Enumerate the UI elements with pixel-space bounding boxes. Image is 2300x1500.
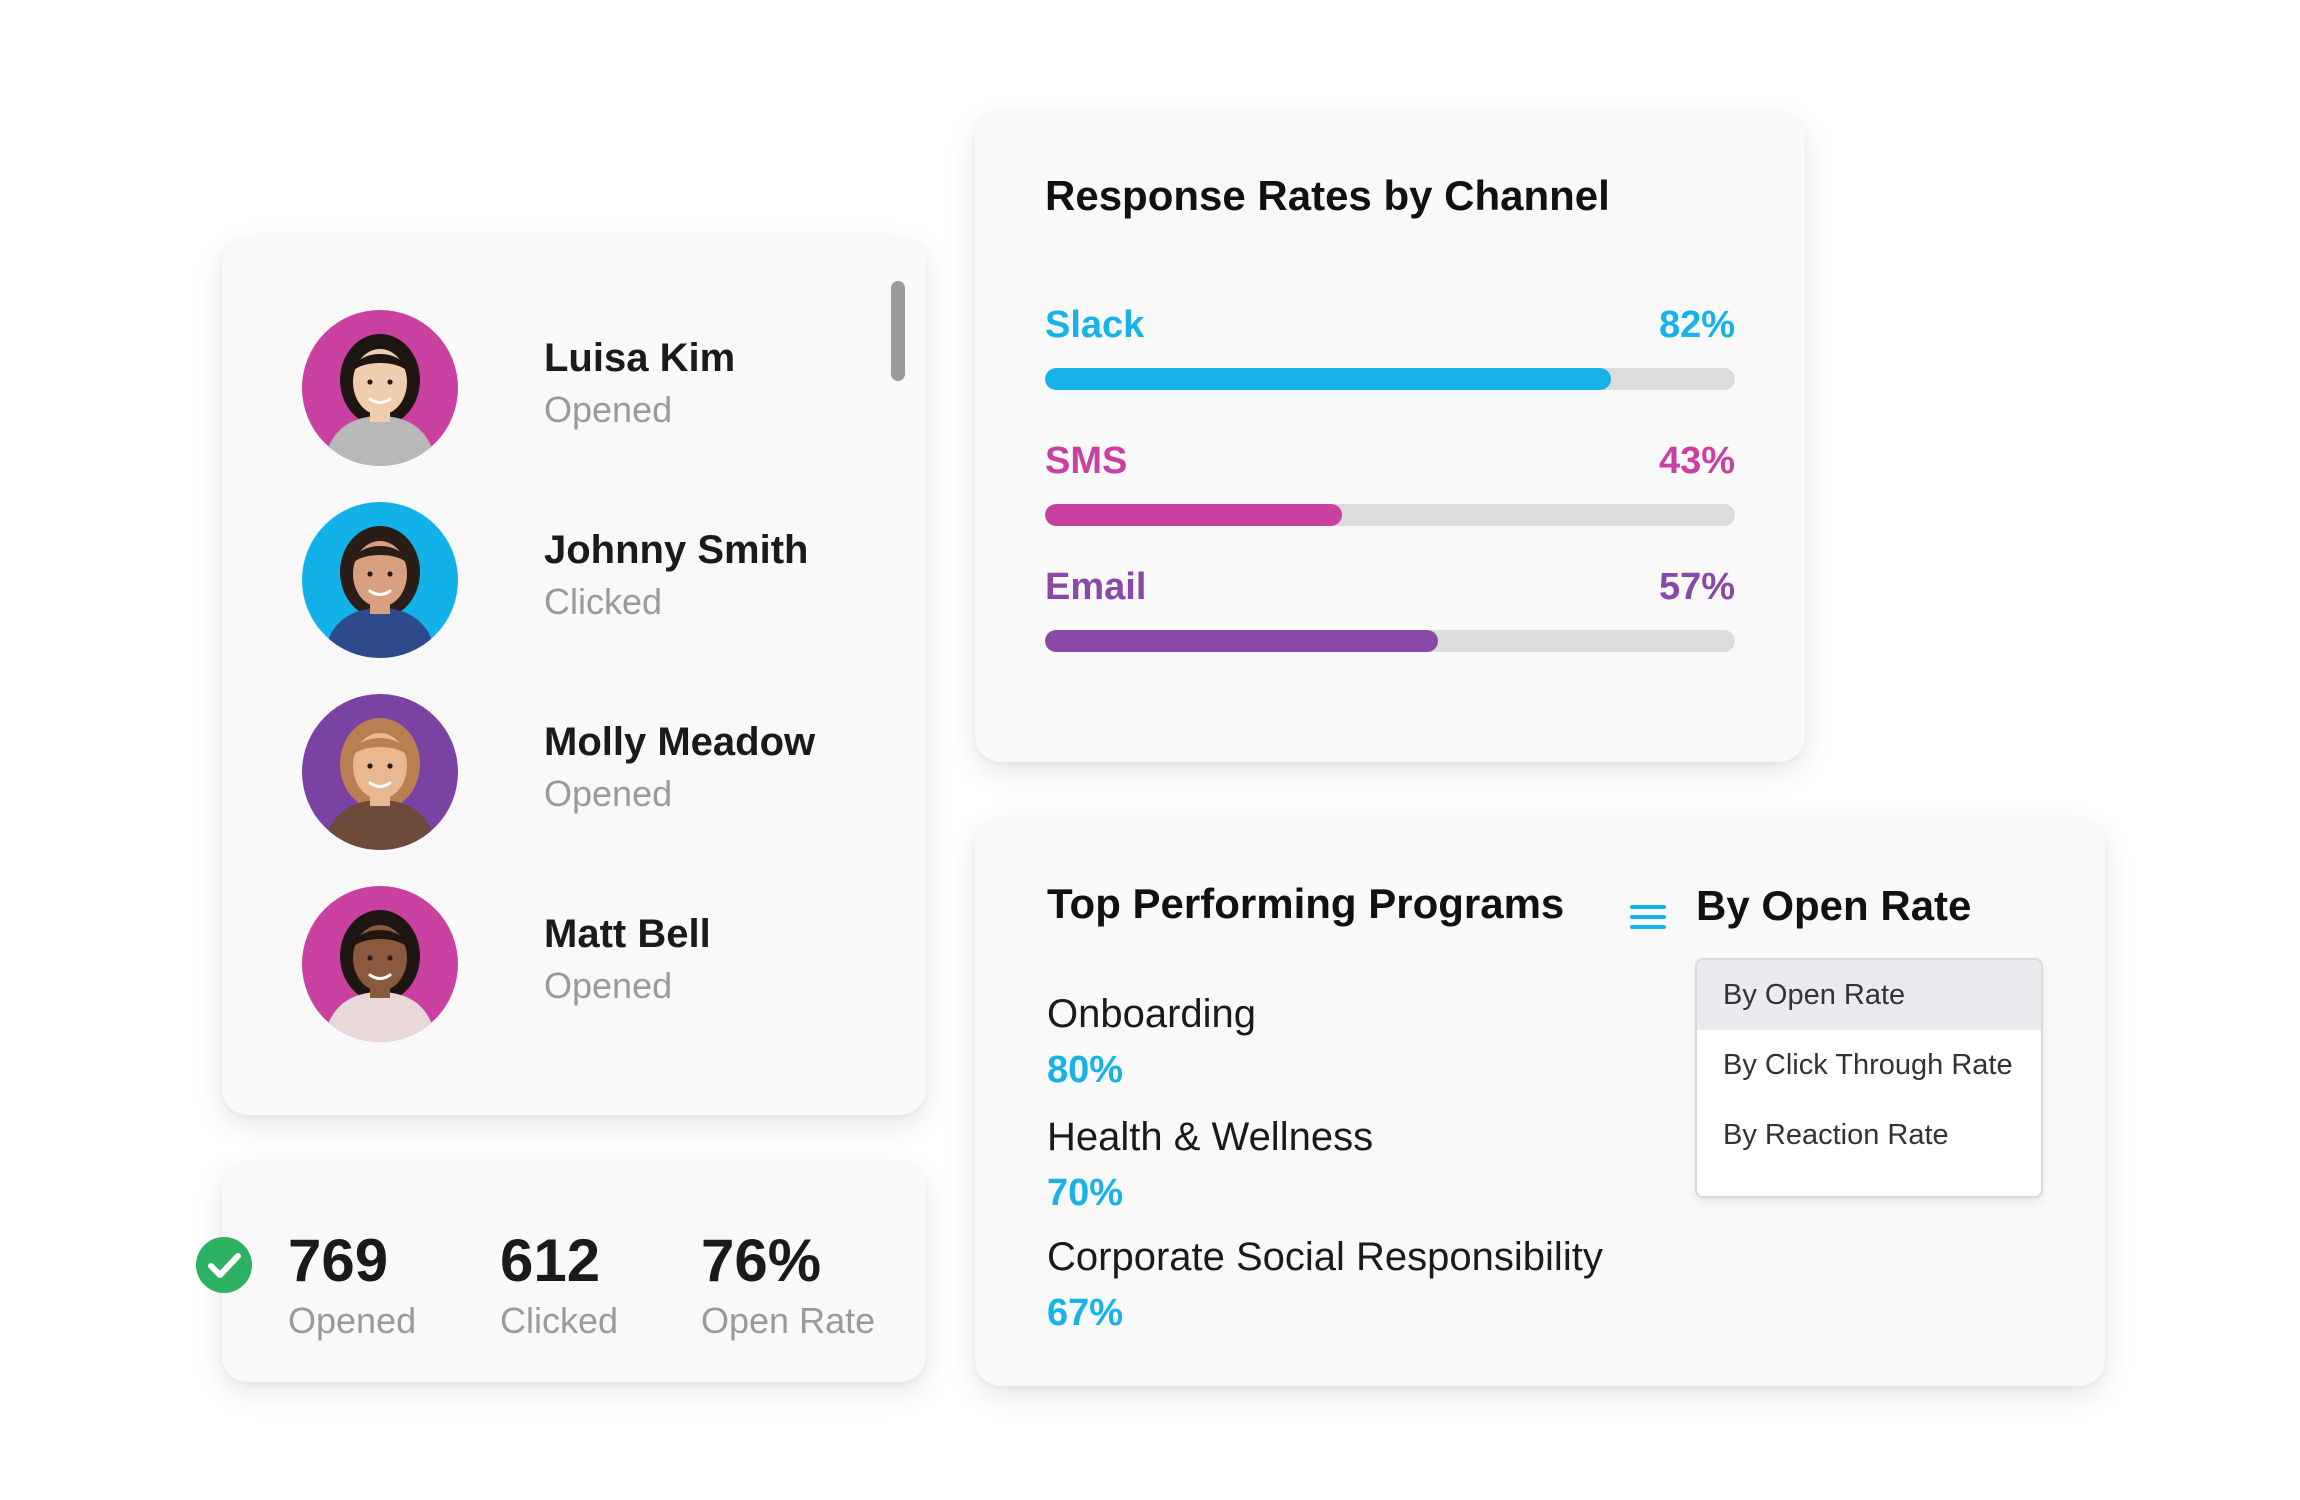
stat-label: Clicked — [500, 1300, 619, 1341]
person-portrait-icon — [302, 310, 458, 466]
recipient-status: Clicked — [544, 581, 663, 622]
channel-row-email: Email 57% — [1045, 566, 1735, 666]
recipient-item[interactable]: Matt Bell Opened — [222, 886, 862, 1046]
stat-value: 612 — [500, 1227, 601, 1294]
recipient-status: Opened — [544, 773, 673, 814]
person-portrait-icon — [302, 886, 458, 1042]
stat-label: Opened — [288, 1300, 417, 1341]
channel-percentage: 57% — [1658, 566, 1735, 608]
response-rates-title: Response Rates by Channel — [1045, 172, 1610, 219]
avatar — [302, 694, 458, 850]
channel-row-slack: Slack 82% — [1045, 304, 1735, 404]
avatar — [302, 502, 458, 658]
channel-percentage: 82% — [1658, 304, 1735, 346]
top-programs-card: Top Performing Programs By Open Rate Onb… — [975, 818, 2105, 1386]
stats-card — [222, 1162, 926, 1382]
recipient-name: Molly Meadow — [544, 720, 816, 764]
channel-name: Email — [1045, 566, 1147, 608]
channel-name: Slack — [1045, 304, 1145, 346]
program-name: Onboarding — [1047, 992, 1257, 1036]
avatar — [302, 886, 458, 1042]
stat-opened: 769 Opened — [288, 1225, 416, 1343]
dropdown-option-click-through-rate[interactable]: By Click Through Rate — [1723, 1049, 2013, 1081]
stat-open-rate: 76% Open Rate — [701, 1225, 875, 1343]
sort-dropdown-menu: By Open Rate By Click Through Rate By Re… — [1695, 958, 2043, 1198]
person-portrait-icon — [302, 502, 458, 658]
progress-fill — [1045, 630, 1439, 652]
recipients-card: Luisa Kim Opened Johnny Smith Clicked Mo… — [222, 237, 926, 1115]
program-item: Corporate Social Responsibility 67% — [1047, 1233, 1603, 1337]
recipient-item[interactable]: Johnny Smith Clicked — [222, 502, 862, 662]
program-percentage: 80% — [1047, 1049, 1124, 1091]
program-name: Corporate Social Responsibility — [1047, 1235, 1603, 1279]
stat-value: 76% — [701, 1227, 822, 1294]
channel-name: SMS — [1045, 440, 1128, 482]
recipients-scrollbar[interactable] — [891, 281, 905, 381]
recipient-name: Johnny Smith — [544, 528, 809, 572]
recipient-status: Opened — [544, 965, 673, 1006]
program-item: Health & Wellness 70% — [1047, 1113, 1373, 1217]
progress-fill — [1045, 368, 1611, 390]
menu-icon[interactable] — [1630, 902, 1666, 932]
recipient-status: Opened — [544, 389, 673, 430]
progress-track — [1045, 504, 1735, 526]
program-percentage: 67% — [1047, 1292, 1124, 1334]
programs-title: Top Performing Programs — [1047, 880, 1565, 927]
stat-clicked: 612 Clicked — [500, 1225, 618, 1343]
recipient-name: Matt Bell — [544, 912, 711, 956]
program-item: Onboarding 80% — [1047, 990, 1256, 1094]
progress-fill — [1045, 504, 1342, 526]
progress-track — [1045, 368, 1735, 390]
person-portrait-icon — [302, 694, 458, 850]
recipient-name: Luisa Kim — [544, 336, 736, 380]
channel-percentage: 43% — [1658, 440, 1735, 482]
recipient-item[interactable]: Luisa Kim Opened — [222, 310, 862, 470]
program-percentage: 70% — [1047, 1172, 1124, 1214]
dropdown-option-reaction-rate[interactable]: By Reaction Rate — [1723, 1119, 1949, 1151]
stat-value: 769 — [288, 1227, 389, 1294]
dropdown-option-open-rate[interactable]: By Open Rate — [1697, 960, 2041, 1030]
progress-track — [1045, 630, 1735, 652]
check-circle-icon — [196, 1237, 252, 1293]
channel-row-sms: SMS 43% — [1045, 440, 1735, 540]
program-name: Health & Wellness — [1047, 1115, 1374, 1159]
sort-dropdown-toggle[interactable]: By Open Rate — [1696, 882, 1972, 929]
response-rates-card: Response Rates by Channel Slack 82% SMS … — [975, 112, 1805, 762]
avatar — [302, 310, 458, 466]
stat-label: Open Rate — [701, 1300, 876, 1341]
recipient-item[interactable]: Molly Meadow Opened — [222, 694, 862, 854]
